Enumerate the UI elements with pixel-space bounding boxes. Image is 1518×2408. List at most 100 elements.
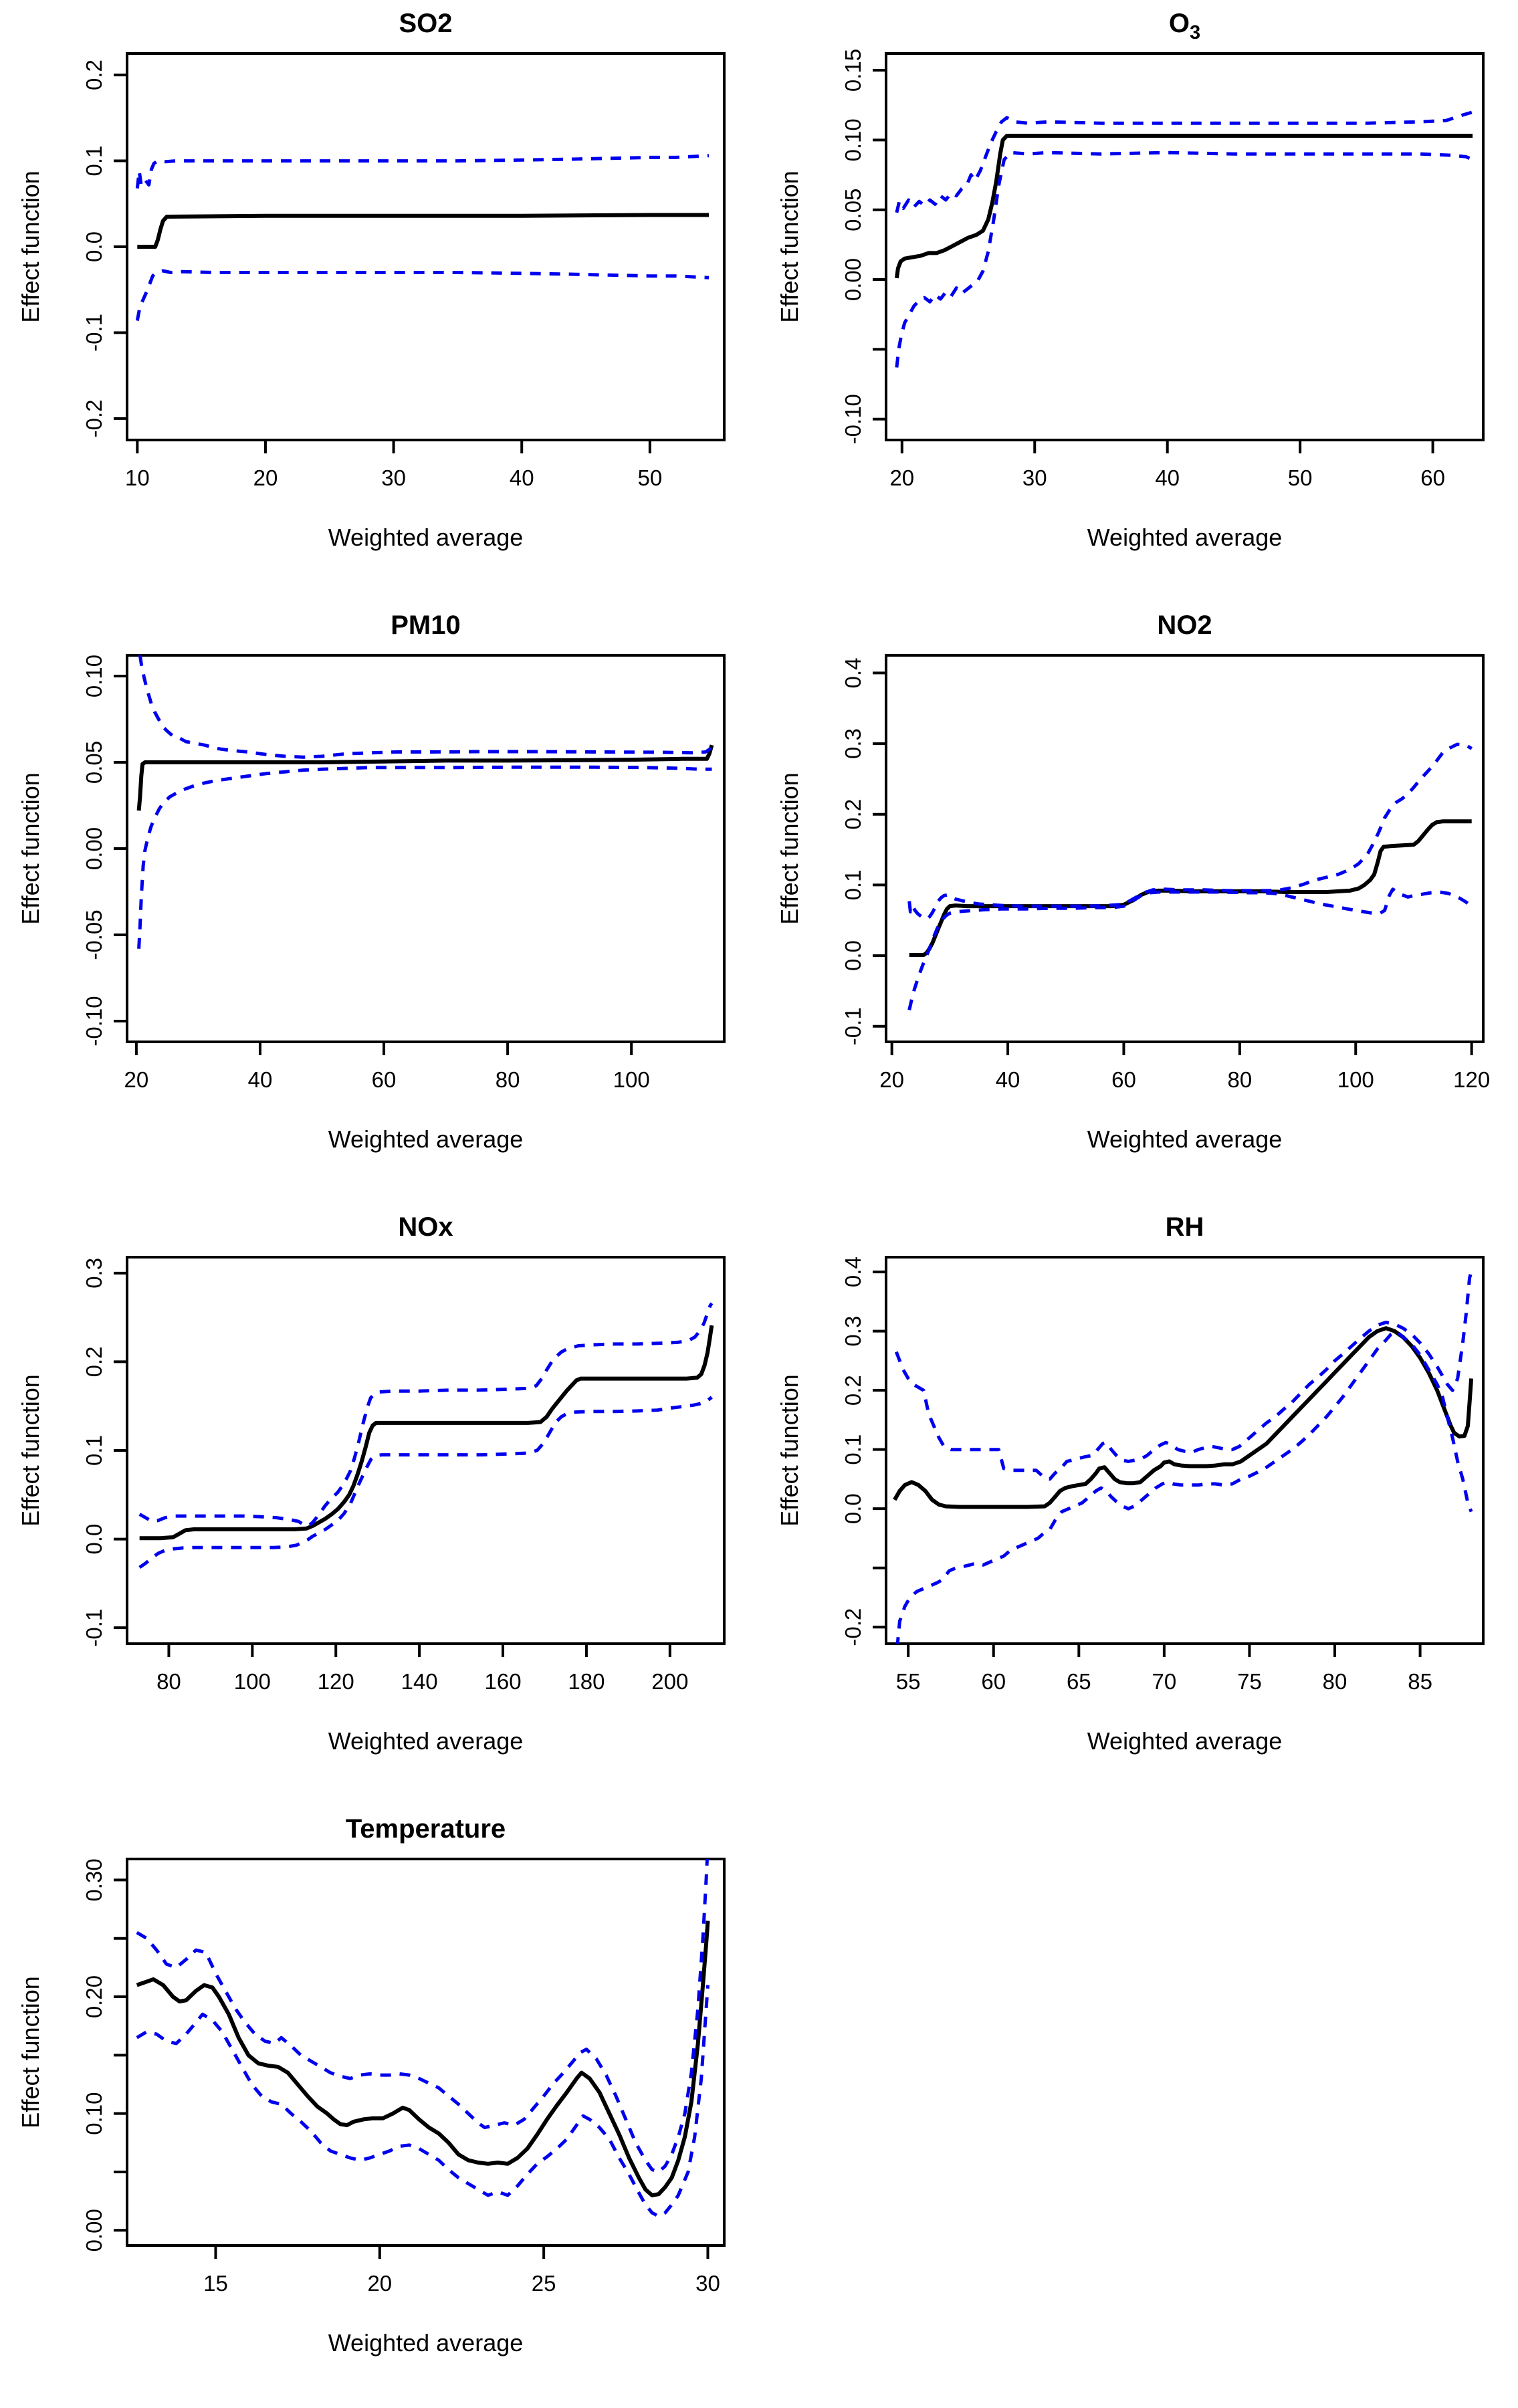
- y-tick-label: 0.1: [841, 1434, 865, 1465]
- y-tick-label: -0.1: [841, 1007, 865, 1045]
- x-tick-label: 140: [401, 1669, 438, 1694]
- y-tick-label: 0.4: [841, 657, 865, 688]
- x-tick-label: 120: [1453, 1067, 1490, 1092]
- y-tick-label: -0.10: [841, 394, 865, 444]
- y-tick-label: 0.00: [841, 258, 865, 301]
- x-tick-label: 50: [637, 465, 662, 490]
- x-tick-label: 100: [613, 1067, 650, 1092]
- x-tick-label: 40: [248, 1067, 273, 1092]
- plot-title: RH: [1166, 1212, 1204, 1242]
- x-tick-label: 40: [996, 1067, 1020, 1092]
- y-tick-label: 0.3: [841, 728, 865, 759]
- y-tick-label: -0.1: [82, 314, 106, 352]
- x-tick-label: 60: [1111, 1067, 1136, 1092]
- plot-box: [885, 654, 1485, 1043]
- plot-panel-temperature: Temperature 15 20 25 30 0.00 0.10 0.20 0.30 Weigh…: [17, 1814, 726, 2357]
- estimate-line: [893, 1326, 1474, 1509]
- y-tick-label: -0.05: [82, 909, 106, 960]
- x-tick-label: 20: [124, 1067, 149, 1092]
- y-axis-label: Effect function: [776, 1374, 803, 1526]
- x-tick-label: 15: [203, 2271, 228, 2296]
- x-tick-label: 75: [1237, 1669, 1262, 1694]
- y-tick-label: 0.10: [82, 655, 106, 697]
- upper-ci-line: [136, 1859, 710, 2174]
- y-tick-label: 0.15: [841, 49, 865, 92]
- x-axis-label: Weighted average: [328, 1125, 524, 1153]
- x-tick-label: 200: [651, 1669, 688, 1694]
- y-tick-label: 0.2: [841, 799, 865, 830]
- x-tick-label: 25: [532, 2271, 556, 2296]
- x-tick-label: 85: [1408, 1669, 1432, 1694]
- x-tick-label: 60: [1420, 465, 1445, 490]
- plot-title: NOx: [398, 1212, 453, 1242]
- x-tick-label: 40: [510, 465, 534, 490]
- y-tick-label: -0.1: [82, 1609, 106, 1647]
- plot-title: SO2: [399, 9, 452, 38]
- plot-box: [885, 52, 1485, 441]
- x-axis-label: Weighted average: [328, 1727, 524, 1755]
- y-tick-label: 0.10: [82, 2092, 106, 2135]
- plot-panel-o3: O3 20 30 40 50 60 -0.10 0.00 0.05 0.10 0.15 Weighte…: [776, 9, 1485, 551]
- x-tick-label: 20: [889, 465, 914, 490]
- x-tick-label: 80: [496, 1067, 520, 1092]
- upper-ci-line: [135, 154, 710, 189]
- y-axis-label: Effect function: [776, 772, 803, 924]
- estimate-line: [139, 1325, 714, 1541]
- plot-panel-no2: NO2 20 40 60 80 100 120 -0.1 0.0 0.1 0.2 0.3 0.4 Weig…: [776, 611, 1490, 1153]
- y-tick-label: 0.00: [82, 2209, 106, 2252]
- y-axis-label: Effect function: [17, 1976, 44, 2128]
- x-tick-label: 80: [156, 1669, 181, 1694]
- plot-title: Temperature: [346, 1814, 506, 1844]
- plot-title: O3: [1169, 9, 1200, 43]
- x-axis-label: Weighted average: [328, 2329, 524, 2357]
- lower-ci-line: [907, 887, 1473, 1010]
- y-tick-label: -0.2: [82, 399, 106, 437]
- x-tick-label: 20: [367, 2271, 392, 2296]
- y-tick-label: 0.0: [82, 231, 106, 262]
- x-tick-label: 60: [372, 1067, 397, 1092]
- y-tick-label: 0.0: [82, 1524, 106, 1555]
- plot-box: [126, 1256, 726, 1645]
- x-tick-label: 100: [234, 1669, 271, 1694]
- y-tick-label: 0.00: [82, 827, 106, 870]
- upper-ci-line: [894, 1271, 1473, 1481]
- x-tick-label: 30: [381, 465, 406, 490]
- x-tick-label: 160: [484, 1669, 521, 1694]
- y-tick-label: 0.20: [82, 1975, 106, 2018]
- x-tick-label: 40: [1155, 465, 1180, 490]
- x-tick-label: 80: [1323, 1669, 1347, 1694]
- y-axis-label: Effect function: [17, 1374, 44, 1526]
- x-tick-label: 180: [568, 1669, 605, 1694]
- x-tick-label: 20: [253, 465, 278, 490]
- upper-ci-line: [138, 655, 713, 759]
- y-tick-label: 0.10: [841, 118, 865, 161]
- estimate-line: [909, 819, 1472, 957]
- y-axis-label: Effect function: [17, 171, 44, 322]
- estimate-line: [137, 213, 709, 249]
- y-tick-label: 0.4: [841, 1256, 865, 1287]
- plot-title: PM10: [391, 611, 461, 640]
- plot-panel-nox: NOx 80 100 120 140 160 180 200 -0.1 0.0 0.1 0.2 0.3 W…: [17, 1212, 726, 1755]
- x-axis-label: Weighted average: [1087, 1125, 1283, 1153]
- y-tick-label: 0.05: [82, 741, 106, 784]
- x-tick-label: 50: [1288, 465, 1313, 490]
- y-axis-label: Effect function: [17, 772, 44, 924]
- lower-ci-line: [895, 150, 1474, 368]
- x-axis-label: Weighted average: [328, 524, 524, 551]
- upper-ci-line: [138, 1302, 714, 1528]
- plot-panel-pm10: PM10 20 40 60 80 100 -0.10 -0.05 0.00 0.05 0.10 Wei…: [17, 611, 726, 1153]
- x-tick-label: 10: [125, 465, 150, 490]
- y-tick-label: 0.3: [82, 1258, 106, 1289]
- x-tick-label: 100: [1337, 1067, 1374, 1092]
- x-axis-label: Weighted average: [1087, 1727, 1283, 1755]
- x-tick-label: 65: [1067, 1669, 1091, 1694]
- y-tick-label: 0.3: [841, 1316, 865, 1347]
- y-tick-label: 0.2: [82, 1346, 106, 1377]
- lower-ci-line: [135, 269, 710, 321]
- x-tick-label: 20: [879, 1067, 904, 1092]
- plot-box: [126, 654, 726, 1043]
- y-tick-label: 0.2: [841, 1375, 865, 1406]
- plot-title: NO2: [1157, 611, 1212, 640]
- y-tick-label: 0.05: [841, 189, 865, 231]
- x-tick-label: 30: [1022, 465, 1047, 490]
